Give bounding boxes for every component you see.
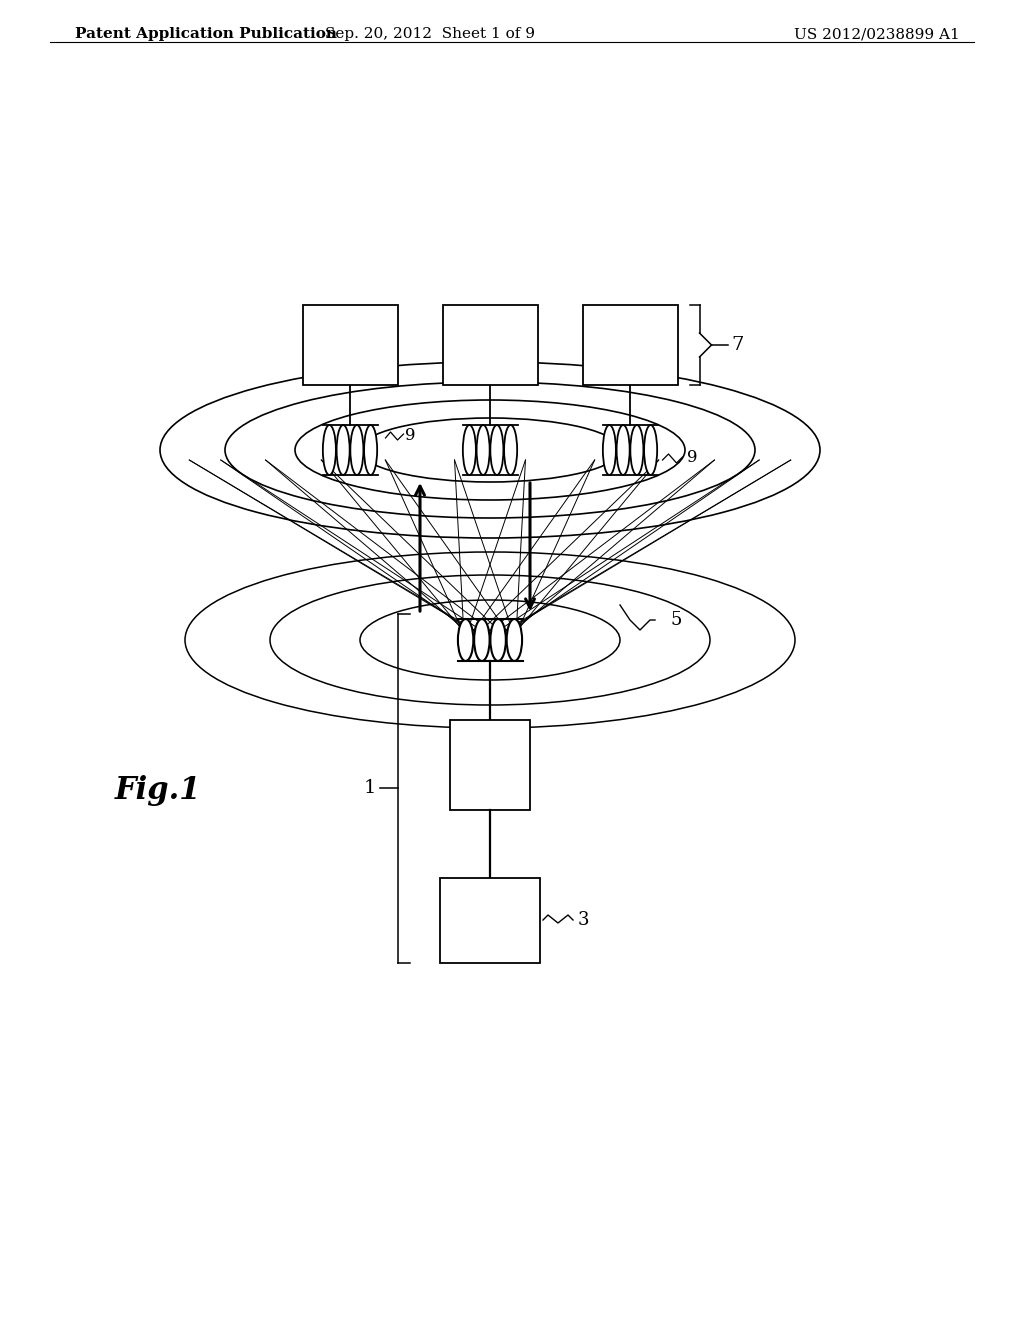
Ellipse shape xyxy=(490,425,504,475)
Ellipse shape xyxy=(337,425,349,475)
Bar xyxy=(302,305,397,385)
Text: 9: 9 xyxy=(686,450,697,466)
Ellipse shape xyxy=(463,425,476,475)
Ellipse shape xyxy=(507,619,522,661)
Text: Fig.1: Fig.1 xyxy=(115,775,202,805)
Ellipse shape xyxy=(603,425,615,475)
Bar xyxy=(450,719,530,810)
Text: US 2012/0238899 A1: US 2012/0238899 A1 xyxy=(795,26,961,41)
Text: Patent Application Publication: Patent Application Publication xyxy=(75,26,337,41)
Text: 3: 3 xyxy=(578,911,590,929)
Ellipse shape xyxy=(504,425,517,475)
Ellipse shape xyxy=(350,425,364,475)
Ellipse shape xyxy=(365,425,377,475)
Text: 5: 5 xyxy=(670,611,681,630)
Text: Sep. 20, 2012  Sheet 1 of 9: Sep. 20, 2012 Sheet 1 of 9 xyxy=(325,26,535,41)
Text: 7: 7 xyxy=(731,337,743,354)
Ellipse shape xyxy=(476,425,489,475)
Ellipse shape xyxy=(458,619,473,661)
Bar xyxy=(440,878,540,962)
Ellipse shape xyxy=(474,619,489,661)
Ellipse shape xyxy=(644,425,657,475)
Ellipse shape xyxy=(490,619,506,661)
Ellipse shape xyxy=(323,425,336,475)
Bar xyxy=(442,305,538,385)
Bar xyxy=(583,305,678,385)
Ellipse shape xyxy=(616,425,630,475)
Ellipse shape xyxy=(631,425,643,475)
Text: 1: 1 xyxy=(364,779,376,797)
Text: 9: 9 xyxy=(406,428,416,445)
